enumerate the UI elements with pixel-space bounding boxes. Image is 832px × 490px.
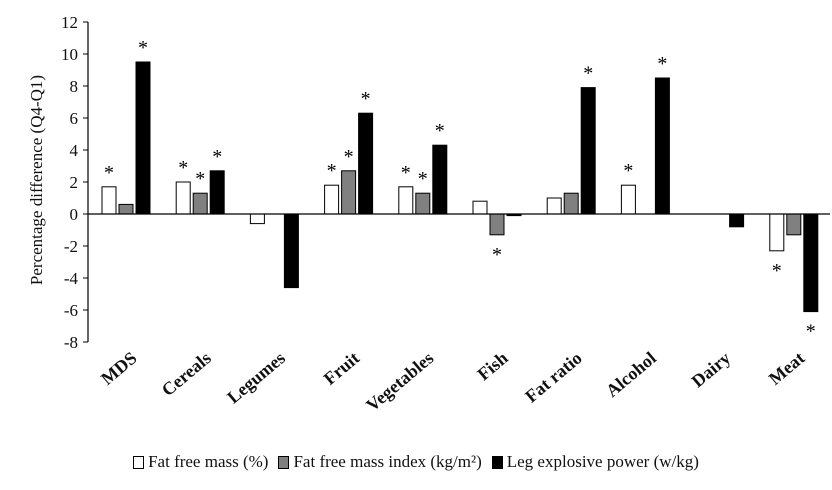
x-label-vegetables: Vegetables bbox=[362, 348, 437, 416]
x-label-mds: MDS bbox=[97, 348, 140, 389]
significance-star: * bbox=[418, 168, 428, 190]
significance-star: * bbox=[623, 160, 633, 182]
bar-mds-series-1 bbox=[118, 203, 134, 215]
bar-mds-series-0 bbox=[101, 186, 117, 215]
significance-star: * bbox=[212, 146, 222, 168]
bar-fat-ratio-series-2 bbox=[580, 87, 596, 215]
bar-alcohol-series-0 bbox=[620, 184, 636, 215]
legend-item-fat-free-mass-index: Fat free mass index (kg/m²) bbox=[278, 452, 482, 472]
bar-fruit-series-2 bbox=[358, 112, 374, 215]
significance-star: * bbox=[492, 244, 502, 266]
bar-fat-ratio-series-1 bbox=[563, 192, 579, 215]
y-tick-label: 12 bbox=[61, 13, 78, 32]
y-axis-label: Percentage difference (Q4-Q1) bbox=[27, 75, 46, 285]
bar-meat-series-0 bbox=[769, 213, 785, 252]
significance-star: * bbox=[657, 53, 667, 75]
significance-star: * bbox=[806, 321, 816, 343]
x-label-dairy: Dairy bbox=[688, 348, 735, 392]
y-tick-label: 8 bbox=[70, 77, 79, 96]
bar-legumes-series-2 bbox=[283, 213, 299, 289]
bar-meat-series-1 bbox=[786, 213, 802, 236]
y-axis-ticks: 12 10 8 6 4 2 0 -2 -4 -6 -8 bbox=[61, 13, 88, 352]
significance-star: * bbox=[104, 162, 114, 184]
y-axis-label-group: Percentage difference (Q4-Q1) bbox=[27, 75, 46, 285]
y-tick-label: 2 bbox=[70, 173, 79, 192]
significance-star: * bbox=[361, 88, 371, 110]
y-tick-label: -4 bbox=[64, 269, 79, 288]
y-tick-label: -8 bbox=[64, 333, 78, 352]
x-axis-category-labels: MDS Cereals Legumes Fruit Vegetables Fish Fat … bbox=[97, 348, 808, 416]
significance-markers: * * * * * * * * * * * * * * * * * bbox=[104, 37, 816, 343]
legend-label-fat-free-mass-index: Fat free mass index (kg/m²) bbox=[293, 452, 482, 471]
bar-fish-series-0 bbox=[472, 200, 488, 215]
x-label-alcohol: Alcohol bbox=[602, 348, 660, 401]
x-label-legumes: Legumes bbox=[223, 348, 289, 408]
significance-star: * bbox=[344, 146, 354, 168]
significance-star: * bbox=[138, 37, 148, 59]
significance-star: * bbox=[435, 120, 445, 142]
bars bbox=[101, 61, 819, 313]
legend-item-fat-free-mass: Fat free mass (%) bbox=[133, 452, 268, 472]
significance-star: * bbox=[195, 168, 205, 190]
bar-meat-series-2 bbox=[803, 213, 819, 313]
significance-star: * bbox=[583, 63, 593, 85]
legend-label-fat-free-mass: Fat free mass (%) bbox=[148, 452, 269, 471]
bar-fish-series-1 bbox=[489, 213, 505, 236]
y-tick-label: 4 bbox=[70, 141, 79, 160]
significance-star: * bbox=[327, 160, 337, 182]
bar-cereals-series-1 bbox=[192, 192, 208, 215]
x-label-fish: Fish bbox=[473, 348, 511, 385]
bar-cereals-series-2 bbox=[209, 170, 225, 215]
legend: Fat free mass (%) Fat free mass index (k… bbox=[0, 452, 832, 472]
y-tick-label: 0 bbox=[70, 205, 79, 224]
y-tick-label: 10 bbox=[61, 45, 78, 64]
legend-label-leg-explosive-power: Leg explosive power (w/kg) bbox=[506, 452, 699, 471]
y-tick-label: -2 bbox=[64, 237, 78, 256]
bar-vegetables-series-0 bbox=[398, 186, 414, 215]
x-label-fruit: Fruit bbox=[320, 348, 363, 389]
x-label-cereals: Cereals bbox=[158, 348, 215, 400]
significance-star: * bbox=[772, 260, 782, 282]
significance-star: * bbox=[178, 157, 188, 179]
y-tick-label: 6 bbox=[70, 109, 79, 128]
bar-vegetables-series-2 bbox=[432, 144, 448, 215]
legend-swatch-fat-free-mass-index bbox=[278, 455, 290, 469]
bar-fat-ratio-series-0 bbox=[546, 197, 562, 215]
legend-swatch-fat-free-mass bbox=[133, 455, 145, 469]
bar-legumes-series-0 bbox=[249, 213, 265, 225]
significance-star: * bbox=[401, 162, 411, 184]
legend-swatch-leg-explosive-power bbox=[491, 455, 503, 469]
axes bbox=[87, 22, 830, 342]
bar-cereals-series-0 bbox=[175, 181, 191, 215]
bar-fruit-series-0 bbox=[324, 184, 340, 215]
bar-vegetables-series-1 bbox=[415, 192, 431, 215]
bar-mds-series-2 bbox=[135, 61, 151, 215]
bar-fruit-series-1 bbox=[341, 170, 357, 215]
bar-alcohol-series-2 bbox=[654, 77, 670, 215]
x-label-fat-ratio: Fat ratio bbox=[521, 348, 586, 407]
x-label-meat: Meat bbox=[765, 348, 808, 389]
legend-item-leg-explosive-power: Leg explosive power (w/kg) bbox=[491, 452, 699, 472]
bar-dairy-series-2 bbox=[729, 213, 745, 228]
y-tick-label: -6 bbox=[64, 301, 78, 320]
